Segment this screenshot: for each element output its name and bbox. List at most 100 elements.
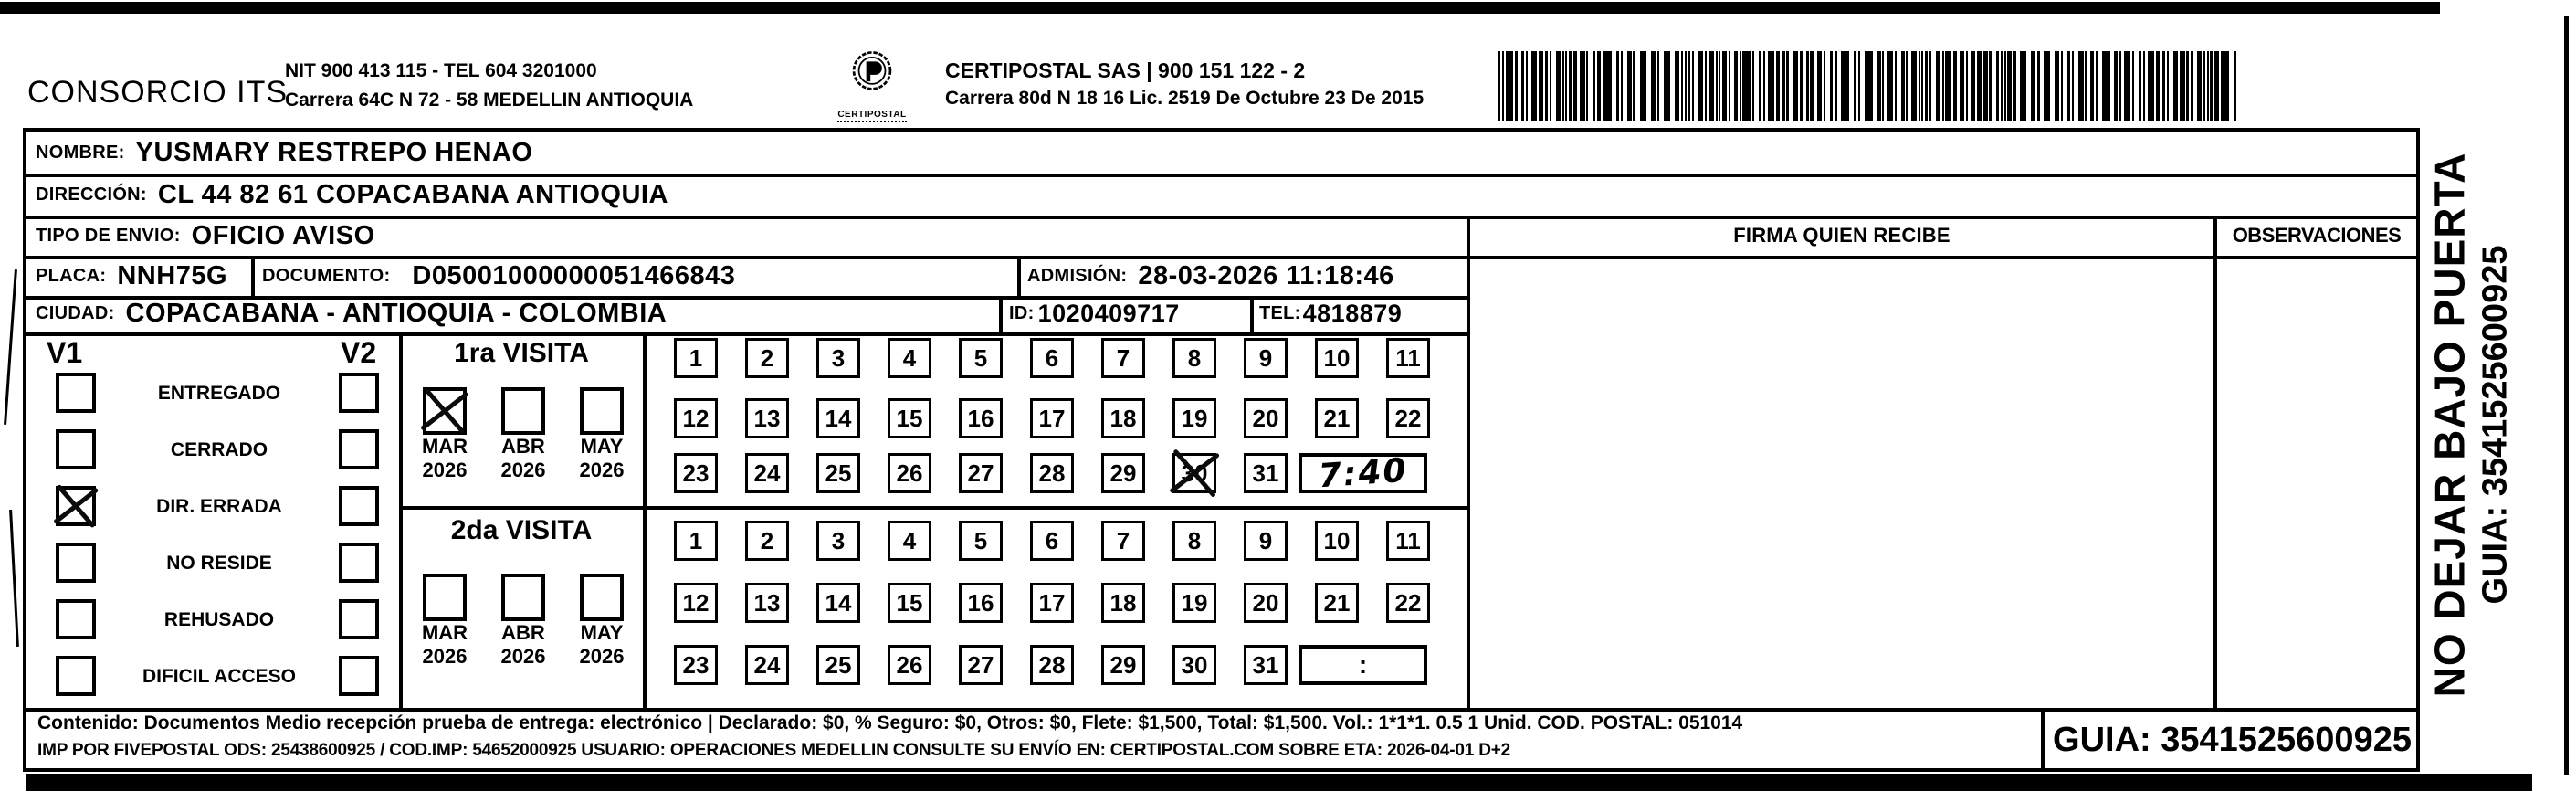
field-ciudad: CIUDAD: COPACABANA - ANTIOQUIA - COLOMBI…: [36, 294, 667, 332]
day-cell-18-v2: 18: [1101, 583, 1145, 623]
checkbox-month-abr-v2: [501, 574, 545, 621]
field-tel-value: 4818879: [1302, 299, 1403, 327]
day-cell-14-v1: 14: [816, 398, 860, 438]
day-cell-26-v1: 26: [888, 453, 931, 493]
status-option-label: NO RESIDE: [166, 553, 272, 574]
month-name-label: ABR: [501, 621, 545, 644]
field-tel-label: TEL:: [1259, 302, 1301, 323]
scan-artifact: [4, 269, 17, 425]
checkbox-v2-entregado: [339, 373, 379, 413]
status-option-label: DIR. ERRADA: [156, 496, 282, 517]
checkbox-month-may-v1: [580, 387, 624, 435]
day-cell-3-v1: 3: [816, 338, 860, 378]
status-option-label: CERRADO: [170, 439, 268, 460]
day-cell-2-v2: 2: [745, 521, 789, 561]
field-direccion-value: CL 44 82 61 COPACABANA ANTIOQUIA: [157, 179, 668, 209]
field-tel: TEL: 4818879: [1259, 294, 1402, 332]
day-cell-19-v1: 19: [1172, 398, 1216, 438]
day-cell-25-v2: 25: [816, 645, 860, 685]
scan-right-bar: [2564, 16, 2569, 775]
status-option-label: REHUSADO: [163, 609, 275, 630]
checkbox-v1-rehusado: [56, 599, 96, 639]
month-name-label: MAY: [580, 435, 624, 458]
month-column-1ra-visita-mar: MAR 2026: [410, 387, 479, 482]
column-header-firma: FIRMA QUIEN RECIBE: [1733, 224, 1950, 247]
field-tipo-envio: TIPO DE ENVIO: OFICIO AVISO: [36, 216, 375, 256]
barcode: [1498, 51, 2237, 121]
form-table: NOMBRE: YUSMARY RESTREPO HENAO DIRECCIÓN…: [23, 128, 2420, 772]
field-placa: PLACA: NNH75G: [36, 256, 227, 296]
day-cell-11-v2: 11: [1386, 521, 1430, 561]
time-box-v2: :: [1299, 645, 1427, 685]
field-documento: DOCUMENTO: D05001000000051466843: [262, 256, 735, 296]
checkbox-month-mar-v1: [420, 387, 469, 435]
day-cell-8-v2: 8: [1172, 521, 1216, 561]
handwritten-x-mark: [419, 384, 470, 438]
day-cell-15-v2: 15: [888, 583, 931, 623]
day-cell-6-v2: 6: [1030, 521, 1074, 561]
column-header-observaciones: OBSERVACIONES: [2232, 224, 2402, 247]
day-cell-18-v1: 18: [1101, 398, 1145, 438]
day-cell-15-v1: 15: [888, 398, 931, 438]
checkbox-month-mar-v2: [423, 574, 467, 621]
certipostal-logo-icon: [846, 51, 899, 104]
checkbox-v2-cerrado: [339, 429, 379, 469]
footer-content-line: Contenido: Documentos Medio recepción pr…: [37, 712, 1743, 733]
checkbox-v1-dificil-acceso: [56, 656, 96, 696]
day-cell-5-v1: 5: [959, 338, 1003, 378]
month-year-label: 2026: [579, 459, 625, 481]
day-cell-13-v1: 13: [745, 398, 789, 438]
month-name-label: MAR: [421, 435, 468, 458]
month-year-label: 2026: [422, 645, 468, 668]
day-cell-24-v2: 24: [745, 645, 789, 685]
day-cell-30-v2: 30: [1172, 645, 1216, 685]
month-name-label: MAY: [580, 621, 624, 644]
month-column-1ra-visita-abr: ABR 2026: [489, 387, 558, 482]
time-separator: :: [1358, 650, 1368, 679]
day-cell-31-v1: 31: [1244, 453, 1288, 493]
day-cell-31-v2: 31: [1244, 645, 1288, 685]
handwritten-time: 7:40: [1317, 451, 1409, 495]
checkbox-v2-rehusado: [339, 599, 379, 639]
day-cell-3-v2: 3: [816, 521, 860, 561]
signature-area: [1470, 259, 2210, 704]
day-cell-9-v1: 9: [1244, 338, 1288, 378]
day-cell-4-v2: 4: [888, 521, 931, 561]
day-cell-6-v1: 6: [1030, 338, 1074, 378]
month-year-label: 2026: [500, 645, 546, 668]
operator-address-line: Carrera 80d N 18 16 Lic. 2519 De Octubre…: [945, 88, 1425, 109]
checkbox-v1-dir-errada: [52, 483, 100, 529]
day-cell-17-v2: 17: [1030, 583, 1074, 623]
day-cell-24-v1: 24: [745, 453, 789, 493]
day-cell-13-v2: 13: [745, 583, 789, 623]
checkbox-v1-cerrado: [56, 429, 96, 469]
footer-imp-line: IMP POR FIVEPOSTAL ODS: 25438600925 / CO…: [37, 741, 1510, 760]
operator-name-line: CERTIPOSTAL SAS | 900 151 122 - 2: [945, 58, 1306, 82]
day-cell-1-v2: 1: [674, 521, 718, 561]
checkbox-month-may-v2: [580, 574, 624, 621]
day-cell-23-v1: 23: [674, 453, 718, 493]
observations-area: [2217, 259, 2413, 704]
day-cell-17-v1: 17: [1030, 398, 1074, 438]
side-warning-text: NO DEJAR BAJO PUERTA: [2425, 152, 2474, 698]
visit-title-2: 2da VISITA: [450, 515, 593, 545]
day-cell-7-v1: 7: [1101, 338, 1145, 378]
field-placa-label: PLACA:: [36, 265, 107, 286]
day-cell-21-v2: 21: [1315, 583, 1359, 623]
field-id-value: 1020409717: [1037, 299, 1180, 327]
month-column-2da-visita-may: MAY 2026: [567, 574, 636, 669]
field-documento-label: DOCUMENTO:: [262, 265, 391, 286]
field-admision-label: ADMISIÓN:: [1027, 265, 1128, 286]
day-cell-16-v1: 16: [959, 398, 1003, 438]
day-cell-5-v2: 5: [959, 521, 1003, 561]
field-placa-value: NNH75G: [117, 260, 228, 290]
day-cell-28-v2: 28: [1030, 645, 1074, 685]
field-tipo-envio-label: TIPO DE ENVIO:: [36, 225, 181, 246]
day-cell-12-v1: 12: [674, 398, 718, 438]
day-cell-1-v1: 1: [674, 338, 718, 378]
day-cell-28-v1: 28: [1030, 453, 1074, 493]
visit-title-1: 1ra VISITA: [454, 338, 589, 368]
day-cell-8-v1: 8: [1172, 338, 1216, 378]
day-cell-12-v2: 12: [674, 583, 718, 623]
day-cell-10-v2: 10: [1315, 521, 1359, 561]
